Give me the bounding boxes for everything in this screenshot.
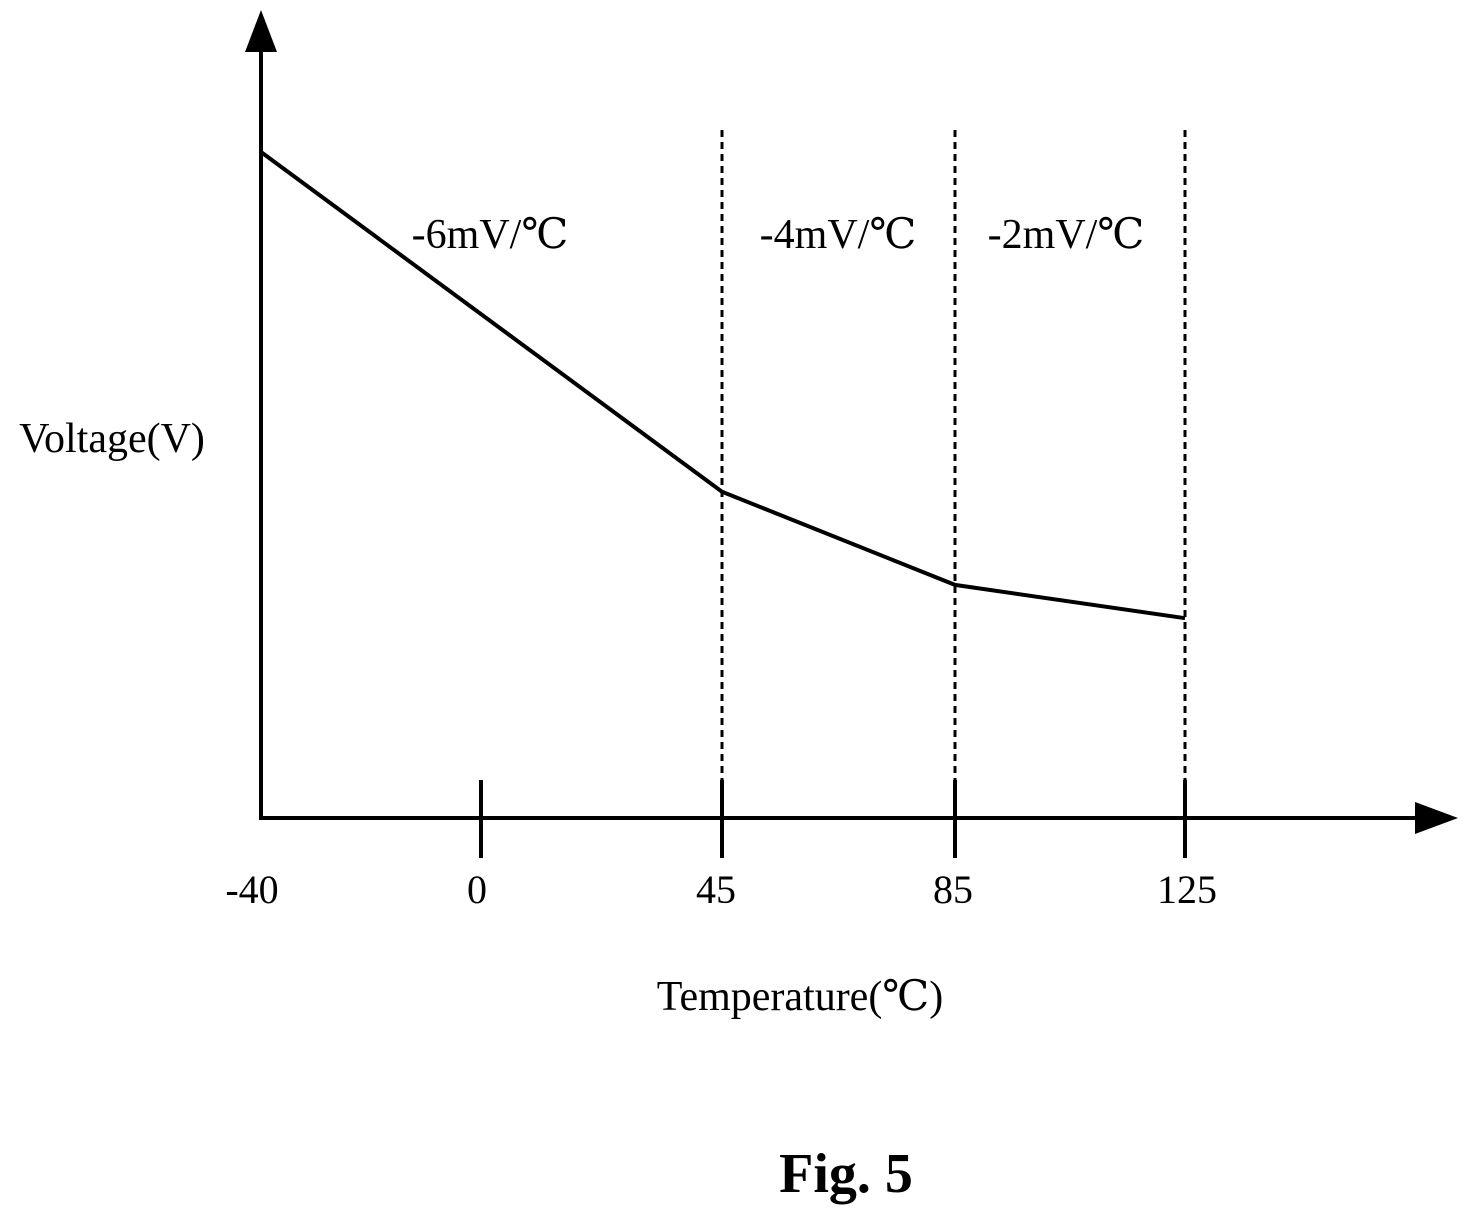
- segment-labels: -6mV/℃ -4mV/℃ -2mV/℃: [412, 212, 1145, 258]
- x-tick-label: 45: [696, 867, 736, 912]
- voltage-series-line: [259, 150, 1186, 621]
- x-tick-marks: [479, 780, 1187, 858]
- x-tick-label: 0: [467, 867, 487, 912]
- y-axis-arrowhead: [245, 10, 277, 52]
- x-axis-label: Temperature(℃): [657, 974, 944, 1020]
- segment-label-2: -4mV/℃: [760, 212, 917, 258]
- x-tick-label: 85: [933, 867, 973, 912]
- x-tick-labels: -40 0 45 85 125: [225, 867, 1217, 912]
- x-axis-arrowhead: [1415, 802, 1458, 834]
- y-axis-label: Voltage(V): [19, 416, 205, 462]
- x-tick-label: -40: [225, 867, 278, 912]
- segment-label-3: -2mV/℃: [988, 212, 1145, 258]
- segment-label-1: -6mV/℃: [412, 212, 569, 258]
- x-tick-label: 125: [1157, 867, 1217, 912]
- figure-caption: Fig. 5: [779, 1143, 913, 1205]
- breakpoint-lines: [720, 130, 1187, 780]
